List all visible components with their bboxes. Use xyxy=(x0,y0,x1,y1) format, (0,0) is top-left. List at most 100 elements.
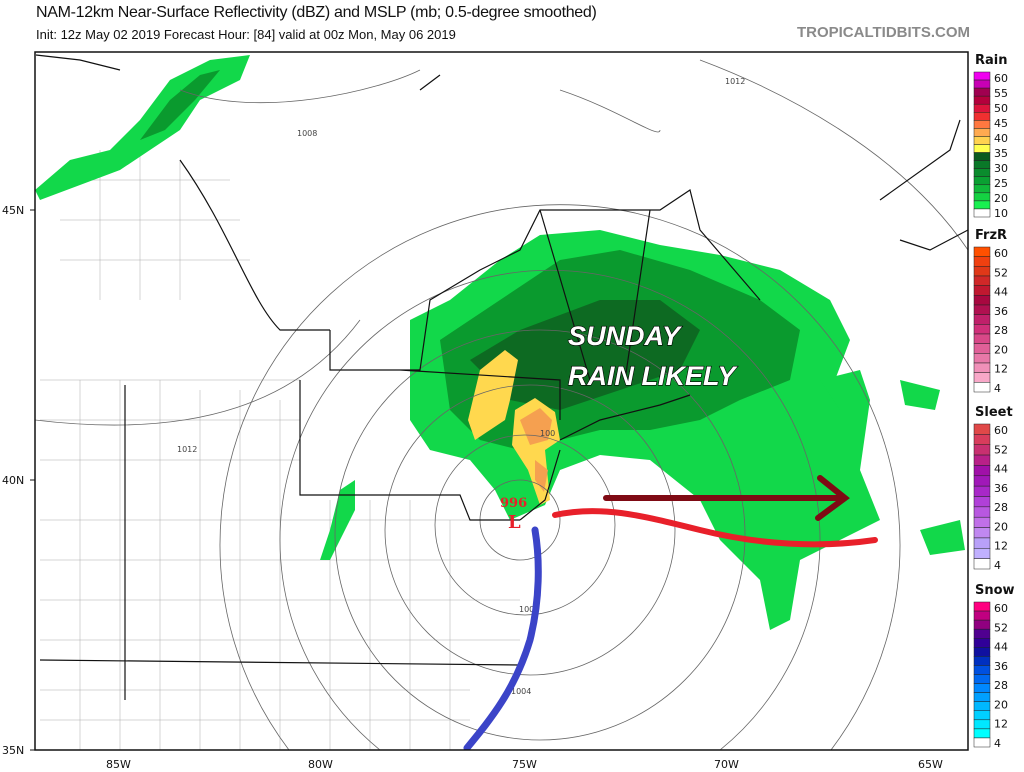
lon-label: 75W xyxy=(512,758,537,771)
legend-snow: Snow 60 52 44 36 28 20 12 4 xyxy=(973,583,1015,750)
lat-axis: 45N 40N 35N xyxy=(2,204,35,757)
legend-label: 20 xyxy=(994,520,1008,533)
legend-label: 25 xyxy=(994,177,1008,190)
legend-label: 12 xyxy=(994,363,1008,376)
legend-swatch xyxy=(973,444,991,456)
legend-swatch xyxy=(973,683,991,693)
legend-swatch xyxy=(973,343,991,354)
legend-label: 50 xyxy=(994,102,1008,115)
legend-swatch xyxy=(973,465,991,477)
legend-swatch xyxy=(973,160,991,169)
legend-swatch xyxy=(973,128,991,137)
legend-swatch xyxy=(973,619,991,630)
legend-swatch xyxy=(973,152,991,161)
legend-swatch xyxy=(973,333,991,344)
legend-swatch xyxy=(973,434,991,445)
legend-label: 36 xyxy=(994,660,1008,673)
legend-swatch xyxy=(973,674,991,684)
legend-swatch xyxy=(973,610,991,621)
legend-label: 45 xyxy=(994,117,1008,130)
legend-swatch xyxy=(973,95,991,105)
legend-swatch xyxy=(973,71,991,81)
legend-label: 36 xyxy=(994,482,1008,495)
map-frame xyxy=(34,51,969,751)
legend-swatch xyxy=(973,527,991,539)
legend-swatch xyxy=(973,362,991,373)
legend-title: Sleet xyxy=(975,405,1013,420)
legend-label: 4 xyxy=(994,382,1001,395)
legend-label: 12 xyxy=(994,540,1008,553)
legend-swatch xyxy=(973,506,991,518)
legend-swatch xyxy=(973,295,991,306)
cold-front xyxy=(463,526,542,750)
low-pressure-symbol: L xyxy=(508,512,521,533)
lon-axis: 85W 80W 75W 70W 65W xyxy=(106,758,943,771)
legend-swatch xyxy=(973,710,991,721)
legend-swatch xyxy=(973,79,991,89)
low-pressure-value: 996 xyxy=(500,496,527,511)
legend-label: 28 xyxy=(994,501,1008,514)
legend-swatch xyxy=(973,112,991,121)
map-subtitle: Init: 12z May 02 2019 Forecast Hour: [84… xyxy=(36,27,456,42)
legend-swatch xyxy=(973,656,991,666)
legend-label: 4 xyxy=(994,559,1001,572)
isobar-label: 1012 xyxy=(725,77,745,86)
legend-label: 44 xyxy=(994,463,1008,476)
legend-swatch xyxy=(973,737,991,748)
legend-swatch xyxy=(973,601,991,612)
legend-label: 36 xyxy=(994,305,1008,318)
legend-swatch xyxy=(973,192,991,202)
legend-swatch xyxy=(973,692,991,702)
lat-label: 35N xyxy=(2,744,24,757)
legend-title: FrzR xyxy=(975,228,1007,243)
legend-swatch xyxy=(973,548,991,559)
isobars xyxy=(35,59,968,750)
legend-swatch xyxy=(973,200,991,210)
legend-swatch xyxy=(973,423,991,435)
legend-swatch xyxy=(973,485,991,497)
legend-swatch xyxy=(973,266,991,277)
legend-sleet: Sleet 60 52 44 36 28 20 12 4 xyxy=(973,405,1013,572)
legend-label: 10 xyxy=(994,207,1008,220)
isobar-label: 1000 xyxy=(519,605,539,614)
legend-label: 44 xyxy=(994,641,1008,654)
legend-label: 30 xyxy=(994,162,1008,175)
legend-label: 4 xyxy=(994,737,1001,750)
legend-swatch xyxy=(973,208,991,218)
legend-swatch xyxy=(973,728,991,739)
legend-swatch xyxy=(973,537,991,549)
map-title: NAM-12km Near-Surface Reflectivity (dBZ)… xyxy=(36,4,597,21)
brand-watermark: TROPICALTIDBITS.COM xyxy=(796,24,970,41)
isobar-label: 1004 xyxy=(511,687,531,696)
county-lines xyxy=(40,150,520,750)
legend-swatch xyxy=(973,372,991,383)
legend-label: 52 xyxy=(994,266,1008,279)
isobar-label: 1012 xyxy=(177,445,197,454)
legend-swatch xyxy=(973,558,991,570)
legend-swatch xyxy=(973,665,991,675)
lon-label: 65W xyxy=(918,758,943,771)
precip-type-legend: Rain60555045403530252010FrzR605244362820… xyxy=(973,53,1015,750)
legend-swatch xyxy=(973,256,991,267)
isobar-label: 100 xyxy=(540,429,555,438)
legend-swatch xyxy=(973,382,991,393)
legend-title: Rain xyxy=(975,53,1008,68)
legend-label: 40 xyxy=(994,132,1008,145)
legend-swatch xyxy=(973,516,991,528)
legend-swatch xyxy=(973,628,991,639)
legend-swatch xyxy=(973,304,991,315)
legend-swatch xyxy=(973,176,991,186)
legend-swatch xyxy=(973,103,991,113)
legend-label: 28 xyxy=(994,324,1008,337)
annotation-line-2: RAIN LIKELY xyxy=(568,361,738,391)
legend-swatch xyxy=(973,120,991,129)
legend-swatch xyxy=(973,314,991,325)
legend-label: 20 xyxy=(994,192,1008,205)
legend-label: 44 xyxy=(994,286,1008,299)
legend-label: 60 xyxy=(994,247,1008,260)
legend-swatch xyxy=(973,638,991,648)
lon-label: 80W xyxy=(308,758,333,771)
legend-swatch xyxy=(973,168,991,177)
legend-label: 60 xyxy=(994,72,1008,85)
